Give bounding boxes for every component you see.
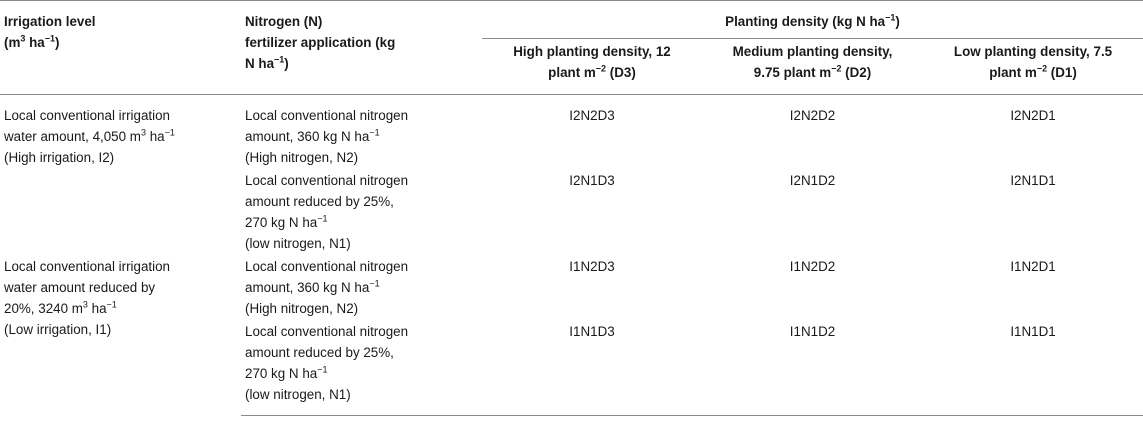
treatment-code-cell: I2N1D2 — [789, 173, 836, 188]
nitrogen-level-cell: Local conventional nitrogen amount, 360 … — [245, 108, 409, 165]
low-density-header: Low planting density, 7.5 plant m−2 (D1) — [923, 38, 1143, 95]
treatment-code-cell: I2N1D1 — [1010, 173, 1056, 188]
nitrogen-level-cell: Local conventional nitrogen amount reduc… — [241, 321, 482, 416]
table-row: Local conventional nitrogen amount reduc… — [0, 321, 1143, 416]
irrigation-level-cell: Local conventional irrigation water amou… — [4, 108, 175, 165]
irrigation-level-cell: Local conventional irrigation water amou… — [4, 259, 170, 337]
high-density-header: High planting density, 12 plant m−2 (D3) — [482, 38, 702, 95]
treatment-code-cell: I2N2D3 — [569, 108, 615, 123]
table-row: Local conventional nitrogen amount reduc… — [0, 170, 1143, 256]
medium-density-header: Medium planting density, 9.75 plant m−2 … — [702, 38, 923, 95]
nitrogen-application-header: Nitrogen (N) fertilizer application (kg … — [241, 0, 482, 95]
table-row: Local conventional irrigation water amou… — [0, 95, 1143, 171]
nitrogen-header-line1: Nitrogen (N) — [245, 14, 323, 29]
nitrogen-level-cell: Local conventional nitrogen amount, 360 … — [245, 259, 409, 316]
irrigation-header-unit: (m3 ha−1) — [4, 33, 60, 50]
treatment-code-cell: I1N2D3 — [569, 259, 615, 274]
treatment-code-cell: I1N1D2 — [702, 321, 923, 416]
treatment-table: Irrigation level (m3 ha−1) Nitrogen (N) … — [0, 0, 1143, 416]
treatment-code-cell: I1N1D1 — [923, 321, 1143, 416]
nitrogen-level-cell: Local conventional nitrogen amount reduc… — [245, 173, 409, 251]
treatment-code-cell: I1N2D1 — [1010, 259, 1056, 274]
treatment-code-cell: I2N2D1 — [1010, 108, 1056, 123]
treatment-code-cell: I2N1D3 — [569, 173, 615, 188]
treatment-code-cell: I2N2D2 — [789, 108, 836, 123]
treatment-code-cell: I1N1D3 — [482, 321, 702, 416]
table-row: Local conventional irrigation water amou… — [0, 256, 1143, 337]
treatment-code-cell: I1N2D2 — [789, 259, 836, 274]
irrigation-header-title: Irrigation level — [4, 14, 96, 29]
irrigation-level-header: Irrigation level (m3 ha−1) — [0, 0, 241, 95]
nitrogen-header-line2: fertilizer application (kg — [245, 35, 396, 50]
planting-density-header: Planting density (kg N ha−1) — [482, 0, 1143, 39]
nitrogen-header-unit: N ha−1) — [245, 54, 289, 71]
